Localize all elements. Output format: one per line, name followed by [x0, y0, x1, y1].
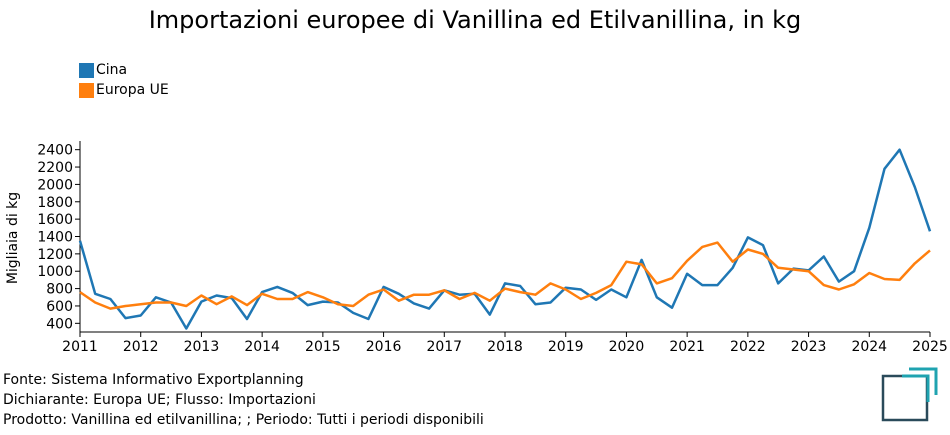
legend-swatch-cina [79, 62, 94, 78]
declarant-line: Dichiarante: Europa UE; Flusso: Importaz… [3, 392, 316, 408]
x-tick-label: 2025 [912, 339, 948, 355]
x-tick-label: 2018 [487, 339, 523, 355]
y-tick-label: 1400 [37, 230, 73, 246]
x-tick-label: 2011 [62, 339, 98, 355]
y-tick-label: 2000 [37, 177, 73, 193]
chart-legend: Cina Europa UE [79, 60, 169, 100]
x-tick-label: 2014 [244, 339, 280, 355]
x-tick-label: 2015 [305, 339, 341, 355]
y-tick-label: 1200 [37, 247, 73, 263]
x-tick-label: 2020 [609, 339, 645, 355]
product-line: Prodotto: Vanillina ed etilvanillina; ; … [3, 412, 484, 428]
y-tick-label: 2400 [37, 143, 73, 159]
legend-label-europa-ue: Europa UE [96, 82, 169, 98]
exportplanning-logo-icon [881, 367, 938, 422]
y-tick-label: 600 [46, 299, 73, 315]
legend-item-europa-ue: Europa UE [79, 80, 169, 100]
y-tick-label: 1600 [37, 212, 73, 228]
y-tick-label: 2200 [37, 160, 73, 176]
series-line-europa-ue [79, 241, 931, 310]
chart-title: Importazioni europee di Vanillina ed Eti… [148, 6, 802, 34]
x-tick-label: 2019 [548, 339, 584, 355]
y-axis-label: Migliaia di kg [5, 192, 21, 284]
x-tick-label: 2016 [366, 339, 402, 355]
y-tick-label: 400 [46, 316, 73, 332]
x-tick-label: 2022 [730, 339, 766, 355]
legend-label-cina: Cina [96, 62, 128, 78]
x-tick-label: 2021 [669, 339, 705, 355]
legend-swatch-europa-ue [79, 82, 94, 98]
x-tick-label: 2024 [851, 339, 887, 355]
x-tick-label: 2012 [123, 339, 159, 355]
chart-series [78, 148, 932, 330]
y-tick-label: 1800 [37, 195, 73, 211]
source-footer: Fonte: Sistema Informativo Exportplannin… [3, 370, 484, 430]
x-tick-label: 2023 [791, 339, 827, 355]
y-tick-label: 800 [46, 282, 73, 298]
y-tick-label: 1000 [37, 264, 73, 280]
x-tick-label: 2017 [426, 339, 462, 355]
source-line: Fonte: Sistema Informativo Exportplannin… [3, 372, 304, 388]
legend-item-cina: Cina [79, 60, 169, 80]
series-line-cina [78, 148, 932, 330]
x-tick-label: 2013 [184, 339, 220, 355]
